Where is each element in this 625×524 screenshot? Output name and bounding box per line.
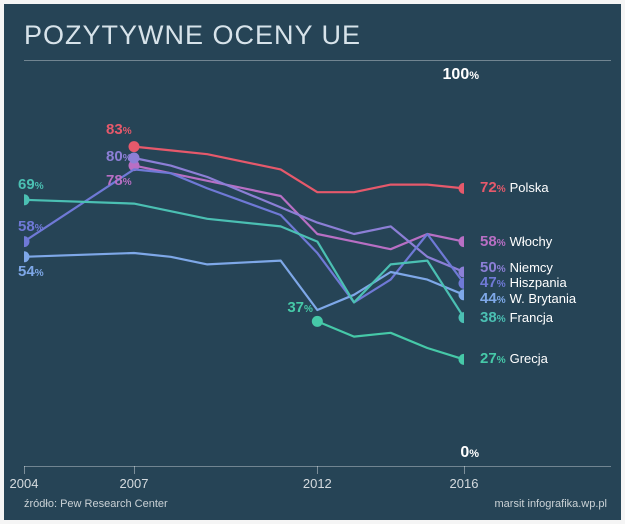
series-end-label: 27%Grecja (480, 350, 548, 367)
series-line (24, 200, 464, 318)
x-tick (464, 466, 465, 474)
series-end-marker (459, 289, 465, 300)
series-end-marker (459, 278, 465, 289)
series-line (24, 253, 464, 310)
x-tick-label: 2007 (120, 476, 149, 491)
chart-card: POZYTYWNE OCENY UE 100% 0% 2004200720122… (4, 4, 621, 520)
chart-title: POZYTYWNE OCENY UE (24, 20, 361, 51)
series-end-marker (459, 312, 465, 323)
series-end-marker (459, 183, 465, 194)
series-point-label: 58% (18, 218, 44, 235)
x-tick-label: 2016 (450, 476, 479, 491)
series-end-marker (459, 354, 465, 365)
line-chart (24, 82, 464, 462)
series-point-label: 69% (18, 176, 44, 193)
series-point-label: 37% (287, 299, 313, 316)
x-tick-label: 2012 (303, 476, 332, 491)
x-tick (134, 466, 135, 474)
source-text: źródło: Pew Research Center (24, 498, 168, 510)
series-end-marker (459, 236, 465, 247)
series-start-marker (312, 316, 323, 327)
credit-text: marsit infografika.wp.pl (495, 498, 608, 510)
title-divider (24, 60, 611, 61)
series-end-label: 38%Francja (480, 309, 553, 326)
series-end-label: 44%W. Brytania (480, 290, 576, 307)
series-point-label: 83% (106, 121, 132, 138)
series-line (317, 321, 464, 359)
series-end-label: 72%Polska (480, 179, 549, 196)
x-tick (317, 466, 318, 474)
x-tick (24, 466, 25, 474)
x-tick-label: 2004 (10, 476, 39, 491)
series-point-label: 80% (106, 148, 132, 165)
series-start-marker (24, 251, 30, 262)
series-start-marker (24, 194, 30, 205)
series-end-label: 58%Włochy (480, 233, 552, 250)
series-point-label: 78% (106, 172, 132, 189)
series-point-label: 54% (18, 263, 44, 280)
